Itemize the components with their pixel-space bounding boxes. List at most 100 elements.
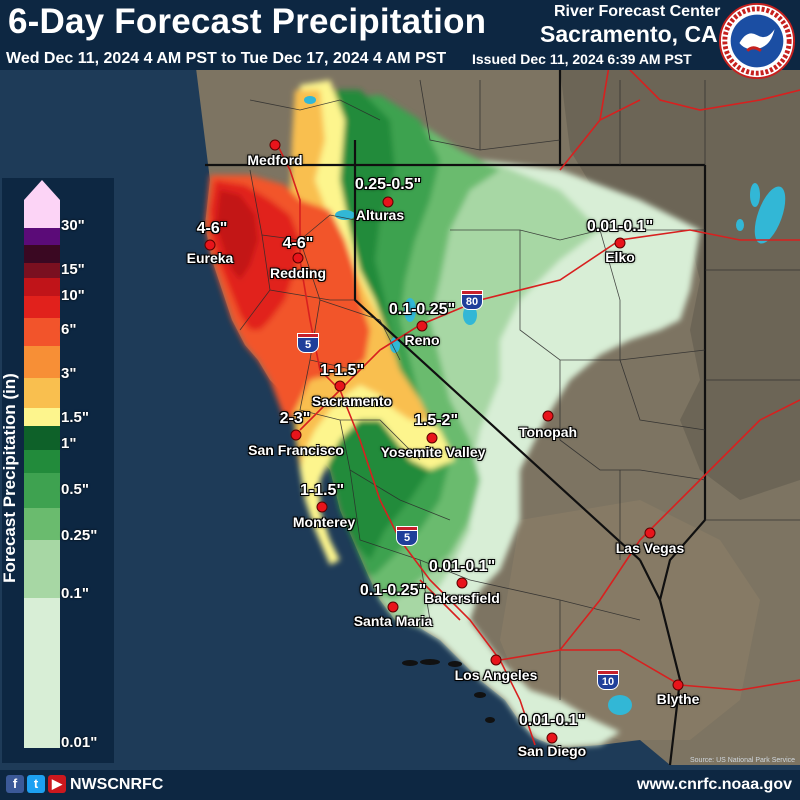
precip-amount-label: 1-1.5" <box>299 482 345 499</box>
legend-swatch <box>24 346 60 378</box>
legend-tick-label: 0.01" <box>61 734 98 751</box>
city-marker[interactable] <box>456 577 468 589</box>
city-label: Blythe <box>656 691 700 707</box>
facebook-icon[interactable]: f <box>6 775 24 793</box>
legend-tick-label: 6" <box>61 321 77 338</box>
city-marker[interactable] <box>387 601 399 613</box>
legend-swatch <box>24 228 60 245</box>
precip-amount-label: 0.01-0.1" <box>428 558 496 575</box>
city-label: Sacramento <box>311 393 393 409</box>
legend-tick-label: 30" <box>61 217 85 234</box>
city-label: Tonopah <box>518 424 578 440</box>
issued-time: Issued Dec 11, 2024 6:39 AM PST <box>472 51 692 67</box>
city-marker[interactable] <box>546 732 558 744</box>
legend-tick-label: 3" <box>61 365 77 382</box>
legend-arrow <box>24 180 60 200</box>
channel-islands <box>402 659 495 723</box>
shield-number: 10 <box>597 674 619 690</box>
legend-swatch <box>24 318 60 346</box>
precip-amount-label: 0.25-0.5" <box>354 176 422 193</box>
legend-tick-label: 15" <box>61 261 85 278</box>
agency-label: River Forecast Center <box>554 3 721 20</box>
interstate-shield-icon: 80 <box>461 290 483 310</box>
shield-number: 5 <box>297 337 319 353</box>
legend-swatch <box>24 200 60 228</box>
interstate-shield-icon: 5 <box>297 333 319 353</box>
city-label: Reno <box>404 332 440 348</box>
legend-tick-label: 0.25" <box>61 527 98 544</box>
precip-amount-label: 4-6" <box>196 220 228 237</box>
legend-panel: Forecast Precipitation (in) 30" 15" 10" 6" 3… <box>0 178 114 763</box>
legend-swatch <box>24 508 60 540</box>
city-label: Alturas <box>355 207 405 223</box>
legend-tick-label: 10" <box>61 287 85 304</box>
city-label: Yosemite Valley <box>380 444 486 460</box>
city-marker[interactable] <box>426 432 438 444</box>
legend-swatch <box>24 540 60 598</box>
city-label: Medford <box>247 152 303 168</box>
precip-15 <box>216 190 258 280</box>
shield-number: 5 <box>396 530 418 546</box>
date-range: Wed Dec 11, 2024 4 AM PST to Tue Dec 17,… <box>6 50 447 67</box>
legend-swatch <box>24 378 60 408</box>
city-marker[interactable] <box>334 380 346 392</box>
youtube-icon[interactable]: ▶ <box>48 775 66 793</box>
city-marker[interactable] <box>316 501 328 513</box>
legend-swatch <box>24 426 60 450</box>
city-label: Bakersfield <box>424 590 500 606</box>
city-label: San Diego <box>517 743 587 759</box>
city-marker[interactable] <box>269 139 281 151</box>
precip-amount-label: 0.01-0.1" <box>518 712 586 729</box>
city-marker[interactable] <box>672 679 684 691</box>
legend-swatch <box>24 245 60 263</box>
legend-swatch <box>24 598 60 748</box>
city-marker[interactable] <box>644 527 656 539</box>
county-lines <box>239 79 800 700</box>
city-label: Los Angeles <box>454 667 538 683</box>
date-bar: Wed Dec 11, 2024 4 AM PST to Tue Dec 17,… <box>0 48 800 70</box>
interstate-shield-icon: 5 <box>396 526 418 546</box>
city-label: Las Vegas <box>615 540 685 556</box>
city-marker[interactable] <box>204 239 216 251</box>
city-label: Redding <box>270 265 326 281</box>
city-marker[interactable] <box>542 410 554 422</box>
city-marker[interactable] <box>416 320 428 332</box>
shield-number: 80 <box>461 294 483 310</box>
agency-location: Sacramento, CA <box>540 21 718 47</box>
city-marker[interactable] <box>382 196 394 208</box>
legend-tick-label: 1.5" <box>61 409 89 426</box>
legend-swatch <box>24 296 60 318</box>
footer-bar: f t ▶ NWSCNRFC www.cnrfc.noaa.gov <box>0 770 800 800</box>
city-label: San Francisco <box>248 442 344 458</box>
precip-amount-label: 1-1.5" <box>319 362 365 379</box>
city-label: Eureka <box>186 250 234 266</box>
legend-swatch <box>24 278 60 296</box>
twitter-icon[interactable]: t <box>27 775 45 793</box>
legend-tick-label: 0.1" <box>61 585 89 602</box>
city-marker[interactable] <box>490 654 502 666</box>
website-link[interactable]: www.cnrfc.noaa.gov <box>637 776 792 793</box>
nws-logo-icon[interactable] <box>718 2 796 80</box>
social-handle[interactable]: NWSCNRFC <box>70 776 164 793</box>
interstate-shield-icon: 10 <box>597 670 619 690</box>
credit-text: Source: US National Park Service <box>690 757 796 764</box>
precip-amount-label: 0.01-0.1" <box>586 218 654 235</box>
legend-swatch <box>24 408 60 426</box>
legend-swatch <box>24 450 60 473</box>
terrain-dark-east <box>560 70 800 500</box>
city-label: Santa Maria <box>353 613 433 629</box>
city-marker[interactable] <box>614 237 626 249</box>
legend-colorbar <box>24 180 60 748</box>
terrain-desert <box>500 500 760 740</box>
precip-amount-label: 0.1-0.25" <box>359 582 427 599</box>
page-title: 6-Day Forecast Precipitation <box>8 2 487 41</box>
precip-amount-label: 1.5-2" <box>413 412 459 429</box>
social-links: f t ▶ <box>6 775 66 793</box>
precip-amount-label: 2-3" <box>279 410 311 427</box>
precip-amount-label: 4-6" <box>282 235 314 252</box>
city-marker[interactable] <box>290 429 302 441</box>
city-marker[interactable] <box>292 252 304 264</box>
legend-swatch <box>24 263 60 278</box>
